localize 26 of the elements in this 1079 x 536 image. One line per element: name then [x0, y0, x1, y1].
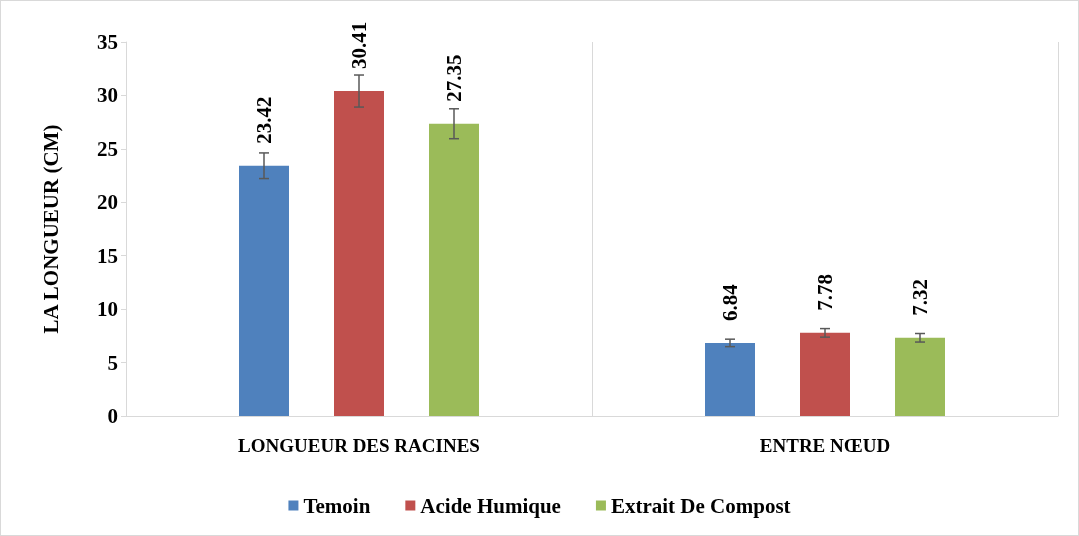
bar	[800, 332, 850, 416]
y-tick-label: 5	[107, 350, 118, 375]
y-tick-label: 30	[97, 83, 118, 108]
x-tick-label: LONGUEUR DES RACINES	[238, 435, 480, 456]
bar	[334, 91, 384, 416]
data-label: 23.42	[252, 96, 276, 144]
data-label: 27.35	[442, 54, 466, 102]
legend-label: Acide Humique	[420, 493, 561, 518]
y-tick-label: 25	[97, 136, 118, 161]
legend-label: Temoin	[303, 493, 371, 518]
y-tick-label: 20	[97, 190, 118, 215]
bar	[239, 165, 289, 416]
legend-label: Extrait De Compost	[610, 493, 791, 518]
x-tick-label: ENTRE NŒUD	[759, 435, 891, 456]
y-tick-label: 35	[97, 30, 118, 54]
y-axis-title: LA LONGUEUR (CM)	[38, 124, 63, 334]
y-tick-label: 0	[107, 404, 118, 428]
bar	[895, 337, 945, 416]
data-label: 7.78	[813, 274, 837, 311]
bar	[429, 123, 479, 416]
data-label: 7.32	[908, 279, 932, 316]
data-label: 6.84	[718, 283, 742, 321]
y-tick-label: 15	[97, 243, 118, 268]
bar	[705, 342, 755, 416]
data-label: 30.41	[347, 21, 371, 70]
y-tick-label: 10	[97, 297, 118, 322]
